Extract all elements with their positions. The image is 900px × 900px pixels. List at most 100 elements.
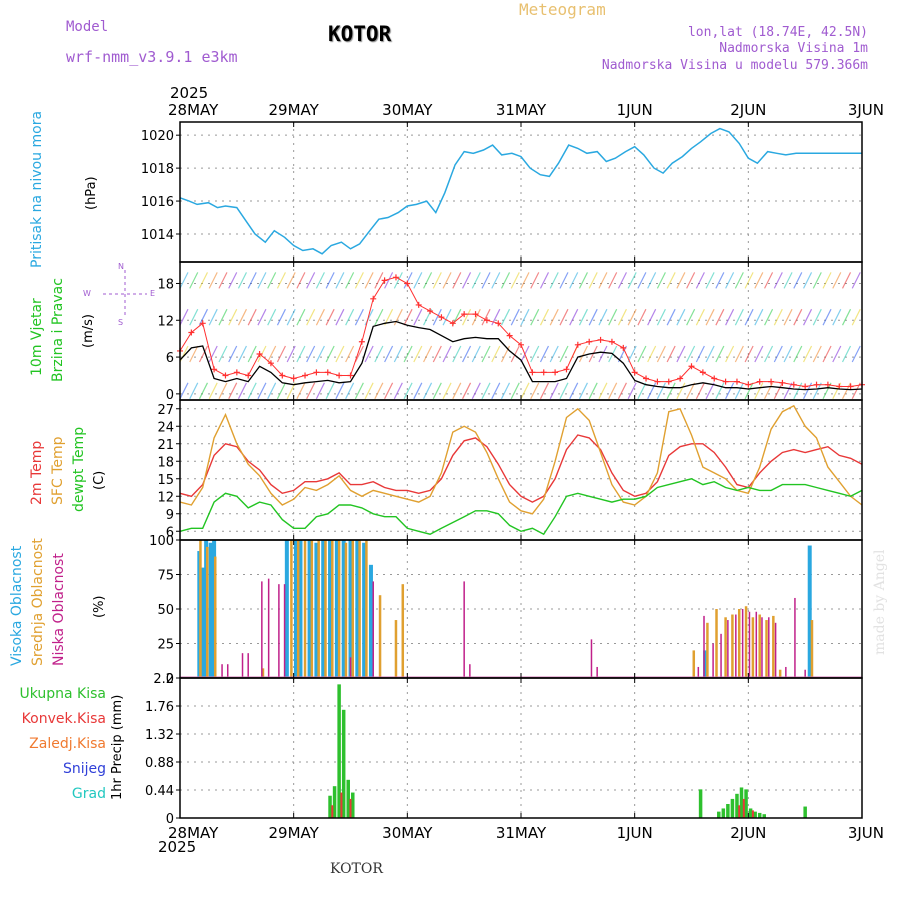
wind-direction-hatch <box>793 308 803 326</box>
wind-direction-hatch <box>812 382 822 400</box>
temp-unit: (C) <box>92 470 107 490</box>
wind-direction-hatch <box>276 308 286 326</box>
cloud-mid-bar <box>331 540 334 678</box>
cloud-mid-bar <box>296 540 300 678</box>
wind-gust-marker <box>358 338 365 345</box>
wind-direction-hatch <box>695 382 705 400</box>
cloud-high-bar <box>341 540 346 678</box>
cloud-low-bar <box>794 597 796 678</box>
wind-gust-marker <box>699 369 706 376</box>
model-label: Model <box>66 19 109 35</box>
wind-direction-hatch <box>822 308 832 326</box>
wind-direction-hatch <box>218 308 228 326</box>
wind-direction-hatch <box>413 308 423 326</box>
wind-gust-marker <box>824 381 831 388</box>
wind-direction-hatch <box>841 345 852 363</box>
wind-gust-marker <box>222 372 229 379</box>
wind-direction-hatch <box>491 345 501 363</box>
wind-direction-hatch <box>286 308 296 326</box>
wind-direction-hatch <box>315 272 325 289</box>
wind-direction-hatch <box>569 272 579 289</box>
top-day-label: 29MAY <box>269 101 320 119</box>
precip-total-bar <box>744 789 748 818</box>
wind-direction-hatch <box>500 308 511 326</box>
credit-watermark: made by Angel <box>872 549 888 656</box>
wind-direction-hatch <box>832 308 842 326</box>
wind-direction-hatch <box>364 382 374 400</box>
wind-direction-hatch <box>549 345 559 363</box>
pressure-line <box>179 127 862 255</box>
wind-direction-hatch <box>384 345 394 363</box>
y-tick-label: 2.2 <box>153 672 174 687</box>
wind-direction-hatch <box>452 345 462 363</box>
wind-direction-hatch <box>384 382 394 400</box>
wind-direction-hatch <box>627 345 637 363</box>
wind-direction-hatch <box>267 382 277 400</box>
wind-direction-hatch <box>530 308 540 326</box>
y-tick-label: 0 <box>166 672 174 687</box>
wind-direction-hatch <box>208 272 218 289</box>
wind-direction-hatch <box>715 345 725 363</box>
y-tick-label: 0 <box>166 812 174 827</box>
wind-direction-hatch <box>608 308 618 326</box>
wind-direction-hatch <box>530 345 540 363</box>
year-bottom: 2025 <box>158 838 197 856</box>
wind-gust-marker <box>631 369 638 376</box>
wind-direction-hatch <box>764 272 774 289</box>
wind-direction-hatch <box>627 308 637 326</box>
wind-gust-marker <box>336 372 343 379</box>
wind-direction-hatch <box>432 345 442 363</box>
wind-gust-marker <box>733 378 740 385</box>
wind-direction-hatch <box>725 382 735 400</box>
precip-conv-bar <box>349 798 352 818</box>
wind-direction-hatch <box>296 382 306 400</box>
wind-direction-hatch <box>500 345 511 363</box>
precip-total-bar <box>721 808 726 818</box>
wind-direction-hatch <box>218 345 228 363</box>
wind-direction-hatch <box>432 382 442 400</box>
wind-direction-hatch <box>725 308 735 326</box>
precip-total-bar <box>757 812 762 818</box>
wind-direction-hatch <box>432 272 442 289</box>
wind-direction-hatch <box>608 272 618 289</box>
wind-direction-hatch <box>237 345 247 363</box>
wind-gust-marker <box>313 369 320 376</box>
wind-direction-hatch <box>286 345 296 363</box>
lonlat-label: lon,lat (18.74E, 42.5N) <box>687 25 868 40</box>
wind-gust-marker <box>211 366 218 373</box>
wind-gust-marker <box>370 295 377 302</box>
wind-direction-hatch <box>393 272 403 289</box>
temp-sfc-line <box>179 404 863 515</box>
wind-direction-hatch <box>198 382 209 400</box>
wind-direction-hatch <box>705 345 715 363</box>
y-tick-label: 6 <box>166 351 174 366</box>
wind-direction-hatch <box>793 272 803 289</box>
wind-gust-marker <box>449 320 456 327</box>
wind-direction-hatch <box>764 345 774 363</box>
wind-direction-hatch <box>315 382 325 400</box>
wind-direction-hatch <box>695 308 705 326</box>
wind-direction-hatch <box>578 308 588 326</box>
cloud-mid-bar <box>778 669 782 678</box>
wind-gust-marker <box>608 338 615 345</box>
cloud-low-bar <box>748 611 751 678</box>
wind-direction-hatch <box>276 272 286 289</box>
cloud-low-bar <box>596 666 598 678</box>
wind-direction-hatch <box>841 382 852 400</box>
wind-gust-marker <box>802 383 809 390</box>
wind-gust-marker <box>302 372 309 379</box>
wind-direction-hatch <box>267 272 277 289</box>
cloud-high-bar <box>200 567 205 678</box>
wind-direction-hatch <box>686 308 696 326</box>
wind-direction-hatch <box>598 345 608 363</box>
wind-direction-hatch <box>296 308 306 326</box>
wind-direction-hatch <box>364 345 374 363</box>
top-day-label: 2JUN <box>730 101 766 119</box>
precip-conv-bar <box>751 810 754 818</box>
wind-gust-marker <box>495 320 502 327</box>
wind-gust-line <box>179 276 863 388</box>
bottom-day-label: 1JUN <box>617 824 653 842</box>
cloud-mid-bar <box>731 614 734 678</box>
cloud-mid-bar <box>724 617 727 678</box>
wind-direction-hatch <box>812 345 822 363</box>
